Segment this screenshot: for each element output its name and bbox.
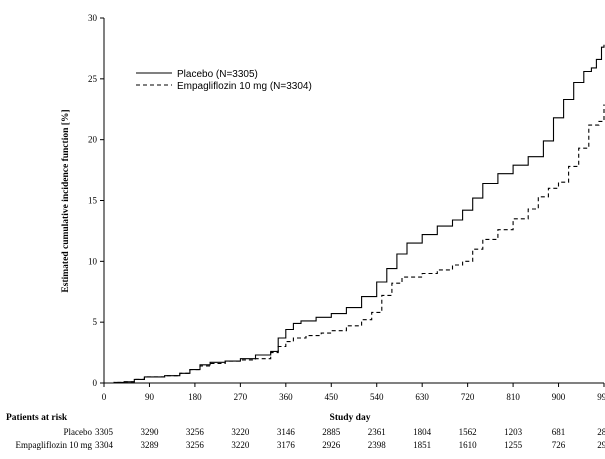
x-tick-label: 810 bbox=[506, 392, 520, 402]
y-tick-label: 15 bbox=[88, 196, 98, 206]
x-tick-label: 90 bbox=[145, 392, 155, 402]
x-tick-label: 630 bbox=[415, 392, 429, 402]
risk-table-cell: 2926 bbox=[322, 440, 341, 450]
risk-table-cell: 681 bbox=[552, 427, 566, 437]
legend-label-empagliflozin: Empagliflozin 10 mg (N=3304) bbox=[177, 81, 312, 92]
risk-table-cell: 283 bbox=[597, 427, 605, 437]
risk-row-label-placebo: Placebo bbox=[64, 427, 93, 437]
y-tick-label: 30 bbox=[88, 13, 98, 23]
risk-row-label-empagliflozin: Empagliflozin 10 mg bbox=[16, 440, 93, 450]
risk-table-cell: 1203 bbox=[504, 427, 523, 437]
risk-table-cell: 1255 bbox=[504, 440, 523, 450]
risk-table-cell: 3305 bbox=[95, 427, 114, 437]
x-tick-label: 900 bbox=[552, 392, 566, 402]
risk-table-cell: 1804 bbox=[413, 427, 432, 437]
x-tick-label: 450 bbox=[325, 392, 339, 402]
risk-table-cell: 726 bbox=[552, 440, 566, 450]
risk-table-cell: 3289 bbox=[140, 440, 159, 450]
risk-table-cell: 3304 bbox=[95, 440, 114, 450]
y-axis-title: Estimated cumulative incidence function … bbox=[61, 109, 71, 292]
risk-table-cell: 3256 bbox=[186, 440, 205, 450]
x-tick-label: 270 bbox=[234, 392, 248, 402]
risk-table-values: 3305 3290 3256 3220 3146 2885 2361 1804 1562 1203… bbox=[95, 427, 605, 450]
x-tick-label: 990 bbox=[597, 392, 605, 402]
x-axis-title: Study day bbox=[330, 413, 371, 423]
legend: Placebo (N=3305) Empagliflozin 10 mg (N=… bbox=[136, 69, 312, 92]
risk-table-cell: 2398 bbox=[368, 440, 387, 450]
y-tick-label: 20 bbox=[88, 135, 98, 145]
risk-table-cell: 2361 bbox=[368, 427, 386, 437]
plot-axes: 0 5 10 15 20 25 30 0 90 180 270 360 450 540 630 720 810 9… bbox=[88, 13, 605, 402]
risk-table-header: Patients at risk bbox=[6, 413, 68, 423]
risk-table-cell: 3220 bbox=[231, 440, 250, 450]
series-line-empagliflozin bbox=[104, 104, 605, 384]
risk-table-cell: 2885 bbox=[322, 427, 341, 437]
series-line-placebo bbox=[104, 44, 605, 384]
risk-table-cell: 1562 bbox=[459, 427, 477, 437]
x-tick-label: 360 bbox=[279, 392, 293, 402]
x-tick-label: 0 bbox=[102, 392, 107, 402]
risk-table-cell: 3256 bbox=[186, 427, 205, 437]
y-tick-label: 5 bbox=[93, 317, 98, 327]
risk-table-cell: 3176 bbox=[277, 440, 296, 450]
y-tick-label: 0 bbox=[93, 378, 98, 388]
y-tick-label: 25 bbox=[88, 74, 98, 84]
x-tick-label: 540 bbox=[370, 392, 384, 402]
plot-lines bbox=[104, 44, 605, 384]
risk-table-cell: 1851 bbox=[413, 440, 431, 450]
risk-table-cell: 3220 bbox=[231, 427, 250, 437]
x-tick-label: 720 bbox=[461, 392, 475, 402]
y-tick-label: 10 bbox=[88, 256, 98, 266]
risk-table-cell: 3146 bbox=[277, 427, 296, 437]
risk-table-cell: 295 bbox=[597, 440, 605, 450]
legend-label-placebo: Placebo (N=3305) bbox=[177, 69, 258, 80]
risk-table-cell: 1610 bbox=[459, 440, 478, 450]
x-tick-label: 180 bbox=[188, 392, 202, 402]
risk-table-cell: 3290 bbox=[140, 427, 159, 437]
